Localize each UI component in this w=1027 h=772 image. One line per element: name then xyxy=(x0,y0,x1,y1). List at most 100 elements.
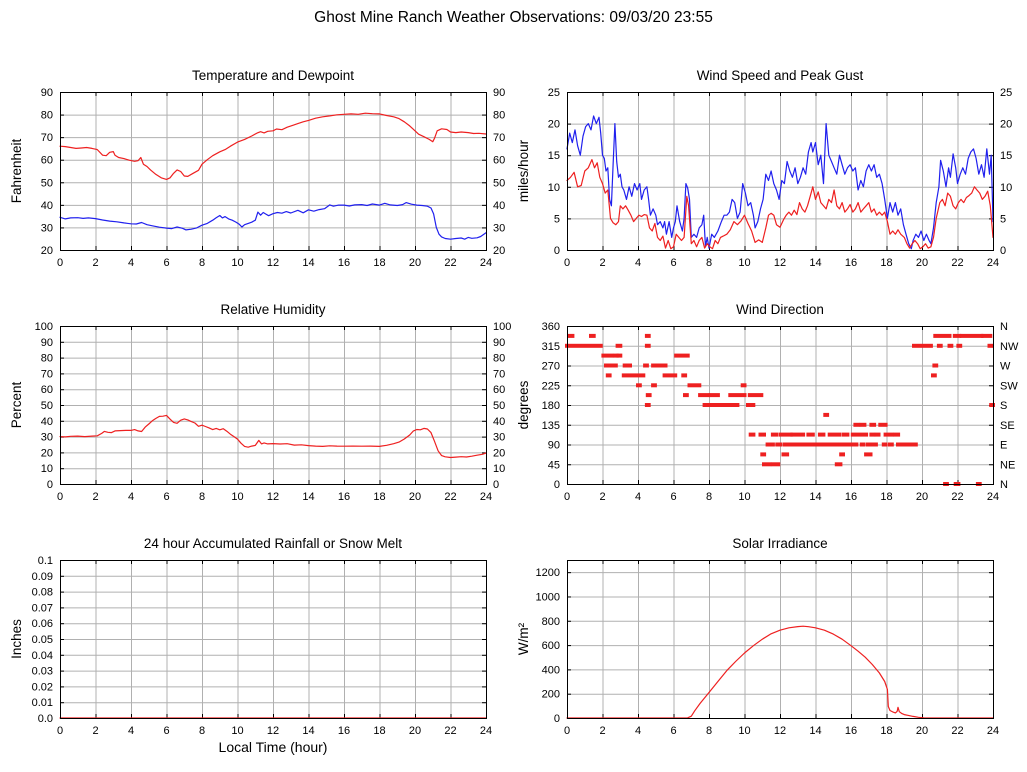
y-tick-label: 25 xyxy=(548,87,560,99)
x-tick-label: 6 xyxy=(163,257,169,269)
x-tick-label: 0 xyxy=(564,257,570,269)
y-tick-label: 100 xyxy=(35,321,53,333)
x-tick-label: 2 xyxy=(599,491,605,503)
right-tick-label: 0 xyxy=(1000,245,1006,257)
x-tick-label: 2 xyxy=(92,491,98,503)
plot-border xyxy=(567,560,994,719)
y-tick-label: 40 xyxy=(41,416,53,428)
x-tick-label: 10 xyxy=(231,257,243,269)
y-tick-label: 30 xyxy=(41,222,53,234)
x-tick-label: 16 xyxy=(845,725,857,737)
x-tick-label: 24 xyxy=(480,257,492,269)
plot-border xyxy=(567,92,994,251)
chart-temperature-dewpoint: Temperature and Dewpoint2030405060708090… xyxy=(9,68,505,269)
x-tick-label: 20 xyxy=(409,257,421,269)
x-tick-label: 4 xyxy=(635,491,641,503)
x-tick-label: 6 xyxy=(670,257,676,269)
x-tick-label: 12 xyxy=(267,491,279,503)
x-tick-label: 8 xyxy=(199,491,205,503)
x-tick-label: 18 xyxy=(373,491,385,503)
chart-title: 24 hour Accumulated Rainfall or Snow Mel… xyxy=(144,536,402,551)
x-tick-label: 6 xyxy=(670,491,676,503)
y-tick-label: 0.0 xyxy=(38,713,53,725)
right-tick-label: 20 xyxy=(493,447,505,459)
right-tick-label: 70 xyxy=(493,132,505,144)
y-tick-label: 0.08 xyxy=(32,587,53,599)
y-tick-label: 70 xyxy=(41,368,53,380)
y-tick-label: 0.1 xyxy=(38,555,53,567)
x-tick-label: 18 xyxy=(373,257,385,269)
x-tick-label: 8 xyxy=(706,725,712,737)
chart-relative-humidity: Relative Humidity01020304050607080901000… xyxy=(9,302,511,503)
x-tick-label: 0 xyxy=(57,491,63,503)
x-tick-label: 12 xyxy=(774,491,786,503)
y-tick-label: 40 xyxy=(41,200,53,212)
chart-title: Temperature and Dewpoint xyxy=(192,68,354,83)
y-tick-label: 225 xyxy=(542,380,560,392)
y-axis-label: Inches xyxy=(9,619,24,659)
right-tick-label: N xyxy=(1000,479,1008,491)
y-tick-label: 70 xyxy=(41,132,53,144)
grid-lines xyxy=(60,92,486,250)
x-tick-label: 16 xyxy=(338,257,350,269)
y-tick-label: 0.03 xyxy=(32,666,53,678)
y-tick-label: 20 xyxy=(548,119,560,131)
x-tick-label: 4 xyxy=(635,257,641,269)
grid-lines xyxy=(567,326,993,484)
y-tick-label: 50 xyxy=(41,177,53,189)
y-axis-label: miles/hour xyxy=(516,139,531,202)
y-tick-label: 15 xyxy=(548,150,560,162)
chart-wind-direction: Wind Direction04590135180225270315360NNE… xyxy=(516,302,1019,503)
x-tick-label: 8 xyxy=(706,257,712,269)
x-tick-label: 24 xyxy=(480,725,492,737)
x-tick-label: 0 xyxy=(564,491,570,503)
y-tick-label: 5 xyxy=(554,213,560,225)
x-tick-label: 4 xyxy=(128,725,134,737)
grid-lines xyxy=(567,560,993,718)
chart-title: Solar Irradiance xyxy=(732,536,827,551)
right-tick-label: 50 xyxy=(493,177,505,189)
x-tick-label: 10 xyxy=(738,257,750,269)
right-tick-label: 60 xyxy=(493,155,505,167)
x-tick-label: 22 xyxy=(444,491,456,503)
x-tick-label: 14 xyxy=(302,491,314,503)
series-relative-humidity xyxy=(59,414,487,459)
right-tick-label: 5 xyxy=(1000,213,1006,225)
y-tick-label: 80 xyxy=(41,353,53,365)
right-tick-label: 30 xyxy=(493,432,505,444)
y-tick-label: 0 xyxy=(554,245,560,257)
y-tick-label: 0.01 xyxy=(32,697,53,709)
y-tick-label: 60 xyxy=(41,155,53,167)
y-tick-label: 20 xyxy=(41,245,53,257)
right-tick-label: 100 xyxy=(493,321,511,333)
right-tick-label: 90 xyxy=(493,337,505,349)
x-tick-label: 6 xyxy=(670,725,676,737)
x-tick-label: 6 xyxy=(163,491,169,503)
right-tick-label: 40 xyxy=(493,200,505,212)
x-tick-label: 24 xyxy=(987,491,999,503)
x-tick-label: 20 xyxy=(409,491,421,503)
x-tick-label: 14 xyxy=(302,257,314,269)
chart-wind-speed-gust: Wind Speed and Peak Gust0510152025051015… xyxy=(516,68,1012,269)
x-tick-label: 18 xyxy=(880,257,892,269)
y-tick-label: 0.09 xyxy=(32,571,53,583)
right-tick-label: SW xyxy=(1000,380,1018,392)
y-tick-label: 135 xyxy=(542,420,560,432)
plot-border xyxy=(60,326,487,485)
grid-lines xyxy=(567,92,993,250)
x-tick-label: 0 xyxy=(57,257,63,269)
y-tick-label: 0.02 xyxy=(32,681,53,693)
x-tick-label: 4 xyxy=(128,491,134,503)
plot-border xyxy=(567,326,994,485)
series-wind-speed xyxy=(566,159,994,250)
y-tick-label: 30 xyxy=(41,432,53,444)
series-peak-gust xyxy=(566,115,994,250)
y-tick-label: 180 xyxy=(542,400,560,412)
x-tick-label: 20 xyxy=(409,725,421,737)
y-tick-label: 1000 xyxy=(536,591,560,603)
y-tick-label: 270 xyxy=(542,361,560,373)
right-tick-label: 70 xyxy=(493,368,505,380)
right-tick-label: 50 xyxy=(493,400,505,412)
